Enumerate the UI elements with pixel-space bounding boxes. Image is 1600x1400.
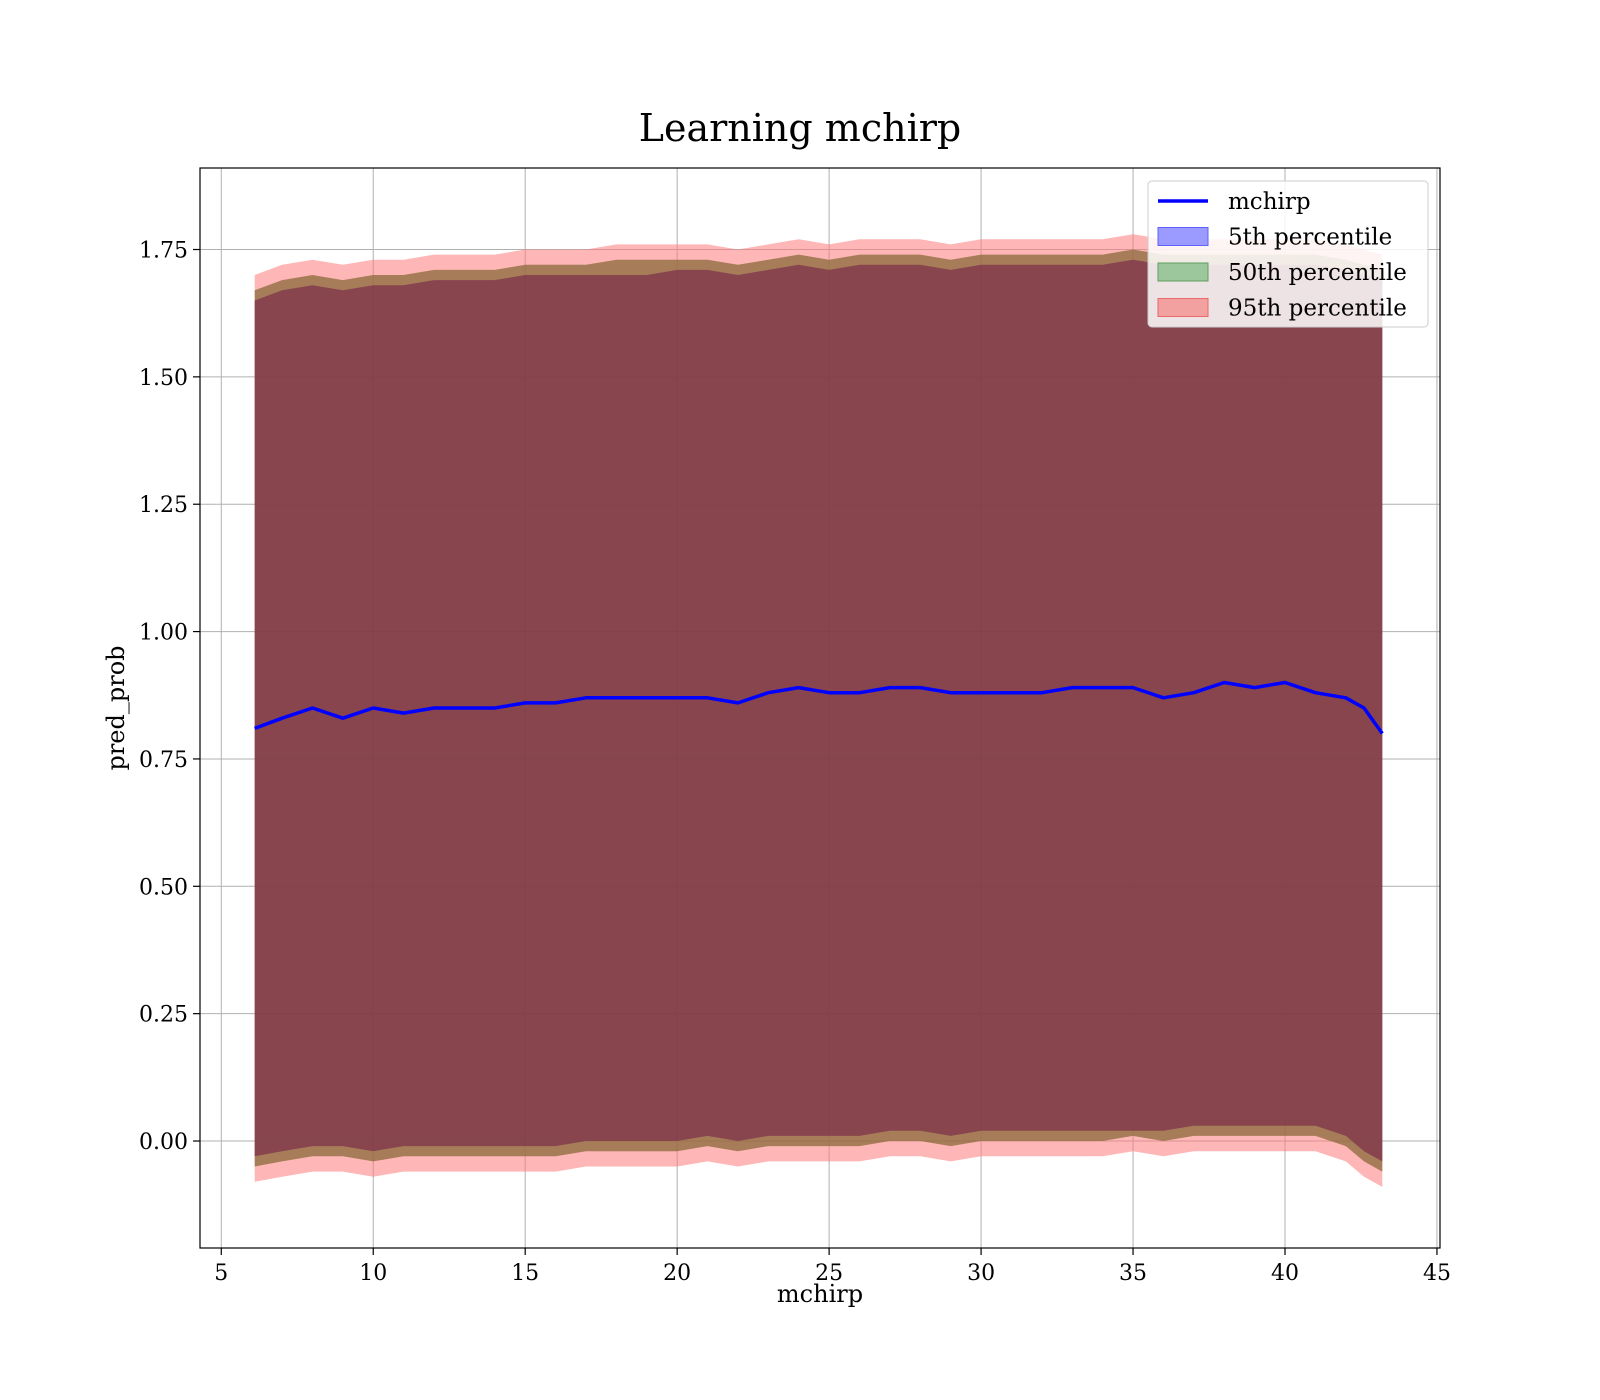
y-axis-label: pred_prob bbox=[102, 645, 130, 770]
x-tick-label: 30 bbox=[967, 1261, 995, 1286]
x-axis: 5 10 15 20 25 30 35 40 45 bbox=[214, 1248, 1451, 1286]
percentile-bands bbox=[254, 234, 1383, 1187]
series-line-mchirp bbox=[254, 680, 1384, 735]
y-tick-label: 0.50 bbox=[139, 875, 188, 900]
x-tick-label: 45 bbox=[1423, 1261, 1451, 1286]
y-tick-label: 0.00 bbox=[139, 1130, 188, 1155]
x-tick-label: 40 bbox=[1271, 1261, 1299, 1286]
plot-frame bbox=[199, 167, 1441, 1249]
y-tick-label: 1.25 bbox=[139, 493, 188, 518]
legend-entry-label: 5th percentile bbox=[1228, 225, 1392, 251]
chart-title: Learning mchirp bbox=[639, 106, 961, 150]
y-axis: 0.00 0.25 0.50 0.75 1.00 1.25 1.50 1.75 bbox=[139, 239, 200, 1155]
legend-swatch-95th-percentile bbox=[1157, 298, 1209, 317]
legend-entry-label: 95th percentile bbox=[1228, 296, 1407, 322]
y-tick-label: 1.75 bbox=[139, 239, 188, 264]
band-5th-percentile bbox=[254, 259, 1383, 1162]
legend-swatch-50th-percentile bbox=[1157, 262, 1209, 282]
x-axis-label: mchirp bbox=[777, 1280, 863, 1308]
series-lines bbox=[254, 680, 1384, 735]
y-tick-label: 1.00 bbox=[139, 621, 188, 646]
y-tick-label: 0.75 bbox=[139, 748, 188, 773]
legend-swatch-5th-percentile bbox=[1157, 227, 1209, 246]
legend-entry-label: 50th percentile bbox=[1228, 260, 1407, 286]
x-tick-label: 15 bbox=[511, 1261, 539, 1286]
x-tick-label: 10 bbox=[359, 1261, 387, 1286]
legend-entry-label: mchirp bbox=[1228, 189, 1311, 215]
legend: mchirp 5th percentile 50th percentile 95th … bbox=[1147, 180, 1429, 328]
x-tick-label: 20 bbox=[663, 1261, 691, 1286]
x-tick-label: 25 bbox=[815, 1261, 843, 1286]
x-tick-label: 35 bbox=[1119, 1261, 1147, 1286]
legend-box bbox=[1147, 180, 1429, 328]
x-tick-label: 5 bbox=[214, 1261, 228, 1286]
y-tick-label: 0.25 bbox=[139, 1003, 188, 1028]
y-tick-label: 1.50 bbox=[139, 366, 188, 391]
